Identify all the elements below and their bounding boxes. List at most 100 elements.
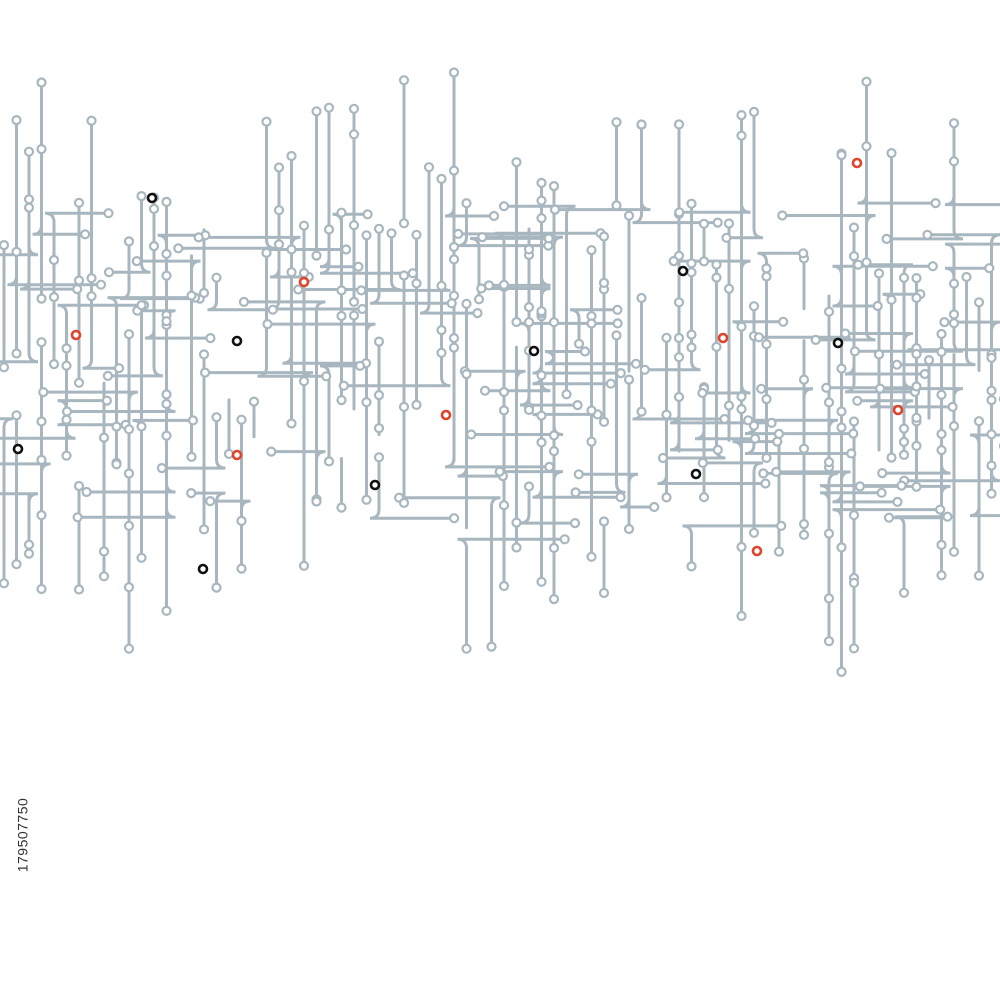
- pad: [536, 410, 547, 421]
- trace: [483, 309, 551, 393]
- trace: [119, 239, 202, 301]
- pad: [323, 224, 335, 235]
- pad: [930, 198, 941, 209]
- pad: [883, 512, 895, 523]
- pad: [673, 391, 685, 403]
- pad: [348, 296, 360, 307]
- trace: [0, 492, 39, 547]
- pad: [886, 148, 897, 159]
- pad: [821, 382, 832, 393]
- pad: [548, 542, 560, 554]
- trace: [32, 81, 87, 236]
- trace: [266, 322, 376, 502]
- trace: [844, 226, 917, 394]
- trace: [574, 333, 626, 494]
- pad: [898, 436, 910, 447]
- pad: [488, 210, 500, 222]
- pad: [298, 376, 310, 387]
- pad: [498, 279, 510, 290]
- pad: [511, 316, 522, 328]
- pad: [73, 480, 85, 492]
- trace: [925, 233, 1000, 393]
- pad: [698, 218, 710, 229]
- pad: [238, 296, 249, 307]
- pad: [411, 399, 422, 410]
- pad: [338, 380, 349, 391]
- pad: [836, 150, 847, 161]
- pad: [823, 397, 835, 408]
- pad: [11, 114, 22, 126]
- pad: [572, 400, 583, 411]
- pad: [761, 452, 772, 463]
- pad: [23, 548, 35, 559]
- pad: [810, 334, 821, 345]
- pad: [673, 119, 685, 130]
- pad: [511, 517, 522, 528]
- pad: [549, 204, 561, 215]
- pad: [298, 276, 310, 288]
- pad: [923, 355, 935, 366]
- pad: [773, 428, 785, 439]
- trace: [494, 231, 602, 287]
- pad: [436, 347, 447, 358]
- pad: [911, 381, 922, 392]
- trace: [832, 508, 942, 674]
- pad: [111, 421, 122, 432]
- pad: [846, 448, 857, 459]
- trace: [701, 461, 764, 535]
- trace: [882, 292, 922, 460]
- pad: [832, 337, 844, 349]
- pad: [668, 256, 679, 267]
- pad: [248, 396, 260, 407]
- pad: [922, 229, 933, 240]
- pad: [892, 404, 904, 416]
- pad: [823, 636, 835, 647]
- trace: [57, 303, 146, 422]
- pad: [186, 290, 197, 301]
- trace: [296, 231, 401, 292]
- pad: [586, 551, 597, 562]
- pad: [677, 265, 689, 277]
- pad: [231, 449, 243, 461]
- pad: [198, 287, 210, 299]
- pad: [298, 560, 310, 571]
- pad: [536, 177, 547, 188]
- pad: [186, 451, 197, 462]
- pad: [61, 406, 73, 417]
- trace: [757, 153, 851, 339]
- pad: [536, 370, 547, 381]
- pad: [836, 542, 847, 553]
- pad: [874, 383, 886, 394]
- trace: [444, 71, 496, 218]
- pad: [211, 272, 222, 283]
- pad: [38, 387, 49, 398]
- pad: [753, 332, 765, 343]
- pad: [148, 203, 160, 214]
- pad: [353, 261, 364, 272]
- pad: [448, 165, 460, 176]
- pad: [690, 468, 702, 480]
- trace: [107, 296, 197, 466]
- pad: [36, 510, 47, 521]
- pad: [423, 162, 435, 173]
- pad: [11, 246, 22, 257]
- pad: [936, 328, 947, 340]
- pad: [123, 582, 135, 593]
- pad: [298, 267, 310, 279]
- trace: [0, 417, 14, 585]
- pad: [523, 302, 535, 313]
- trace: [553, 123, 651, 212]
- pad: [986, 488, 997, 499]
- trace: [532, 440, 623, 499]
- pad: [848, 416, 860, 427]
- pad: [736, 321, 747, 332]
- pad: [686, 561, 697, 572]
- pad: [748, 106, 760, 118]
- pad: [836, 363, 847, 374]
- pad: [369, 479, 381, 491]
- trace: [160, 415, 226, 470]
- pad: [361, 494, 372, 505]
- trace: [319, 228, 415, 275]
- trace: [457, 537, 567, 651]
